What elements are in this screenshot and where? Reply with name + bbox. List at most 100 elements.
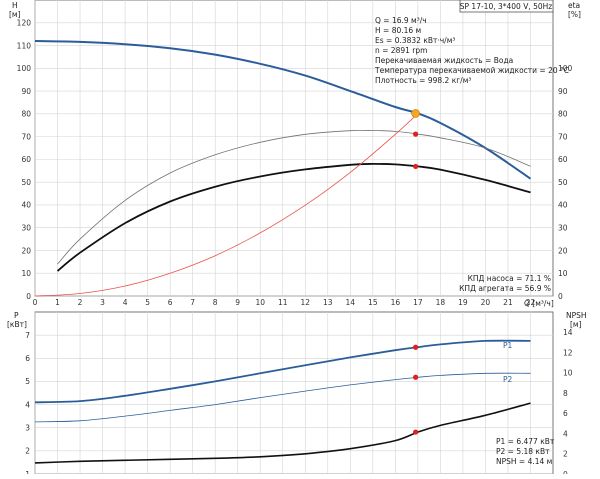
- eta-axis-label-symbol: eta: [568, 1, 580, 10]
- eta-tick-label: 30: [558, 223, 568, 232]
- eta-tick-label: 10: [558, 269, 568, 278]
- p-axis-label-symbol: P: [14, 311, 19, 320]
- p-tick-label: 3: [25, 424, 30, 433]
- x-tick-label: 8: [213, 298, 218, 307]
- eta-tick-label: 20: [558, 246, 568, 255]
- unit-efficiency-label: КПД агрегата = 56.9 %: [459, 284, 551, 293]
- npsh-tick-label: 4: [563, 429, 568, 438]
- info-line: Q = 16.9 м³/ч: [375, 16, 427, 25]
- p-tick-label: 4: [25, 400, 30, 409]
- p-axis-label-unit: [кВт]: [7, 320, 27, 329]
- x-tick-label: 14: [346, 298, 356, 307]
- npsh-tick-label: 8: [563, 389, 568, 398]
- h-tick-label: 50: [21, 178, 31, 187]
- p1-series-label: P1: [503, 341, 513, 350]
- curve-npsh: [34, 402, 531, 464]
- x-tick-label: 15: [368, 298, 378, 307]
- eta-tick-label: 80: [558, 110, 568, 119]
- eta-axis-label-unit: [%]: [568, 10, 581, 19]
- p1-value-label: P1 = 6.477 кВт: [496, 437, 555, 446]
- x-tick-label: 2: [78, 298, 83, 307]
- h-tick-label: 60: [21, 155, 31, 164]
- x-tick-label: 10: [255, 298, 265, 307]
- info-line: Перекачиваемая жидкость = Вода: [375, 56, 513, 65]
- h-tick-label: 70: [21, 132, 31, 141]
- npsh-axis-label-unit: [м]: [570, 320, 582, 329]
- h-tick-label: 40: [21, 201, 31, 210]
- top-curves: [34, 40, 532, 297]
- npsh-axis-label-symbol: NPSH: [566, 311, 587, 320]
- p-tick-label: 7: [25, 331, 30, 340]
- p2-value-label: P2 = 5.18 кВт: [496, 447, 550, 456]
- x-tick-label: 21: [503, 298, 513, 307]
- npsh-tick-label: 10: [563, 369, 573, 378]
- curve-p2: [34, 372, 531, 423]
- info-line: n = 2891 rpm: [375, 46, 427, 55]
- curve-eta-total: [56, 162, 531, 272]
- x-tick-label: 3: [100, 298, 105, 307]
- npsh-tick-label: 12: [563, 348, 573, 357]
- x-tick-label: 17: [413, 298, 423, 307]
- curve-p1: [34, 339, 531, 404]
- info-line: Плотность = 998.2 кг/м³: [375, 76, 471, 85]
- p-tick-label: 1: [25, 470, 30, 474]
- p-tick-label: 5: [25, 377, 30, 386]
- q-axis-label: Q [м³/ч]: [524, 299, 554, 308]
- npsh-value-label: NPSH = 4.14 м: [496, 457, 552, 466]
- bottom-curves: [34, 339, 531, 464]
- x-tick-label: 7: [190, 298, 195, 307]
- h-tick-label: 90: [21, 87, 31, 96]
- operating-point-marker: [413, 429, 419, 435]
- h-axis-label-symbol: H: [12, 1, 18, 10]
- x-tick-label: 5: [145, 298, 150, 307]
- info-line: H = 80.16 м: [375, 26, 421, 35]
- npsh-tick-label: 6: [563, 409, 568, 418]
- h-tick-label: 10: [21, 269, 31, 278]
- x-tick-label: 12: [300, 298, 310, 307]
- eta-tick-label: 70: [558, 132, 568, 141]
- x-tick-label: 11: [278, 298, 288, 307]
- x-tick-label: 4: [123, 298, 128, 307]
- p-tick-label: 6: [25, 354, 30, 363]
- x-tick-label: 13: [323, 298, 333, 307]
- x-tick-label: 9: [235, 298, 240, 307]
- eta-tick-label: 60: [558, 155, 568, 164]
- p-tick-label: 2: [25, 447, 30, 456]
- operating-point-info: Q = 16.9 м³/ч H = 80.16 м Es = 0.3832 кВ…: [374, 16, 569, 85]
- h-tick-label: 100: [17, 64, 32, 73]
- h-tick-label: 30: [21, 223, 31, 232]
- x-tick-label: 20: [481, 298, 491, 307]
- curve-H: [34, 40, 532, 180]
- h-axis-label-unit: [м]: [9, 10, 21, 19]
- info-line: Температура перекачиваемой жидкости = 20…: [374, 66, 569, 75]
- title-box: [459, 0, 554, 13]
- curve-system: [34, 113, 419, 297]
- top-grid: [34, 0, 553, 297]
- npsh-tick-label: 14: [563, 328, 573, 337]
- h-tick-label: 110: [17, 41, 32, 50]
- x-tick-label: 0: [33, 298, 38, 307]
- eta-tick-label: 40: [558, 201, 568, 210]
- x-tick-label: 19: [458, 298, 468, 307]
- p2-series-label: P2: [503, 375, 513, 384]
- h-tick-label: 20: [21, 246, 31, 255]
- npsh-tick-label: 2: [563, 450, 568, 459]
- npsh-tick-label: 0: [563, 470, 568, 474]
- x-tick-label: 16: [391, 298, 401, 307]
- eta-tick-label: 90: [558, 87, 568, 96]
- curve-eta-pump: [57, 129, 531, 265]
- x-tick-label: 1: [55, 298, 60, 307]
- operating-point-marker: [413, 344, 419, 350]
- pump-efficiency-label: КПД насоса = 71.1 %: [468, 274, 551, 283]
- duty-point-marker: [411, 109, 420, 118]
- x-tick-label: 6: [168, 298, 173, 307]
- x-tick-label: 22: [526, 298, 536, 307]
- h-tick-label: 120: [17, 19, 32, 28]
- h-tick-label: 80: [21, 110, 31, 119]
- eta-tick-label: 100: [558, 64, 573, 73]
- x-tick-label: 18: [436, 298, 446, 307]
- info-line: Es = 0.3832 кВт·ч/м³: [375, 36, 455, 45]
- operating-point-marker: [413, 163, 419, 170]
